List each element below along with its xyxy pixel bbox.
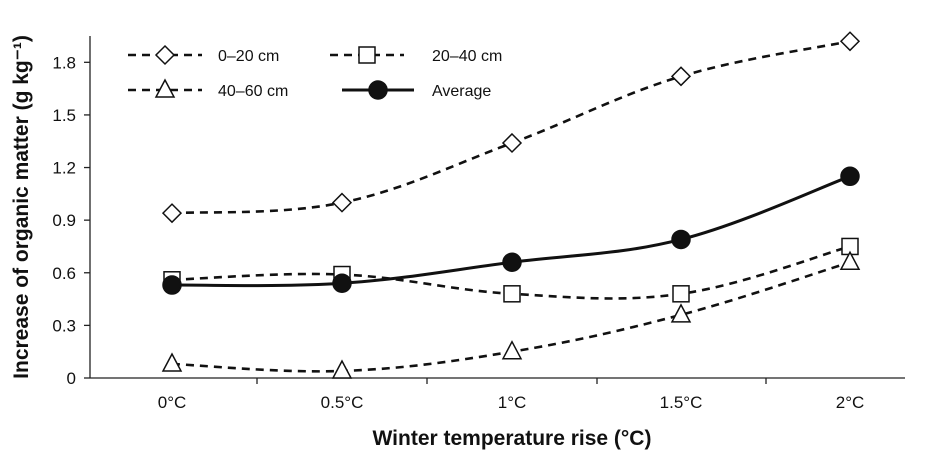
- data-point: [670, 303, 692, 323]
- legend-item-40-60-cm: 40–60 cm: [128, 78, 288, 100]
- series-average: [162, 166, 860, 295]
- axes: [89, 36, 905, 379]
- legend-item-20-40-cm: 20–40 cm: [330, 46, 502, 65]
- data-point: [501, 132, 523, 154]
- x-axis-title: Winter temperature rise (°C): [373, 427, 652, 450]
- series-line-0-20-cm: [171, 39, 851, 215]
- y-tick-label: 1.2: [52, 159, 76, 178]
- y-tick-label: 1.8: [52, 53, 76, 72]
- x-tick-label: 1°C: [498, 393, 527, 412]
- y-tick-label: 0.6: [52, 264, 76, 283]
- legend-marker: [368, 80, 388, 100]
- data-point: [672, 285, 690, 303]
- legend-item-0-20-cm: 0–20 cm: [128, 44, 279, 66]
- data-point: [839, 31, 861, 52]
- x-tick-label: 0.5°C: [321, 393, 364, 412]
- legend-marker: [154, 44, 176, 66]
- data-point: [331, 359, 353, 379]
- legend: 0–20 cm 20–40 cm 40–60 cm Average: [128, 44, 502, 100]
- x-tick-label: 1.5°C: [660, 393, 703, 412]
- data-point: [162, 275, 182, 295]
- y-tick-label: 1.5: [52, 106, 76, 125]
- legend-marker: [358, 46, 376, 64]
- y-ticks: 0 0.3 0.6 0.9 1.2 1.5 1.8: [52, 53, 90, 388]
- data-point: [331, 192, 353, 213]
- legend-marker: [154, 78, 176, 98]
- x-tick-label: 2°C: [836, 393, 865, 412]
- data-point: [671, 229, 691, 250]
- series-layer: [161, 31, 861, 379]
- series-40-60-cm: [161, 250, 861, 379]
- data-point: [332, 273, 352, 294]
- y-tick-label: 0: [67, 369, 76, 388]
- data-point: [161, 352, 183, 372]
- data-point: [161, 203, 183, 224]
- legend-label: Average: [432, 83, 491, 100]
- data-point: [670, 66, 692, 87]
- legend-label: 0–20 cm: [218, 48, 279, 65]
- data-point: [840, 166, 860, 187]
- y-tick-label: 0.9: [52, 211, 76, 230]
- x-ticks: 0°C 0.5°C 1°C 1.5°C 2°C: [158, 378, 865, 412]
- legend-label: 40–60 cm: [218, 83, 288, 100]
- data-point: [501, 340, 523, 360]
- data-point: [503, 285, 521, 303]
- y-tick-label: 0.3: [52, 316, 76, 335]
- legend-item-average: Average: [342, 80, 491, 100]
- x-tick-label: 0°C: [158, 393, 187, 412]
- series-0-20-cm: [161, 31, 861, 224]
- y-axis-title: Increase of organic matter (g kg⁻¹): [10, 35, 33, 379]
- data-point: [502, 252, 522, 272]
- data-point: [839, 250, 861, 270]
- legend-label: 20–40 cm: [432, 48, 502, 65]
